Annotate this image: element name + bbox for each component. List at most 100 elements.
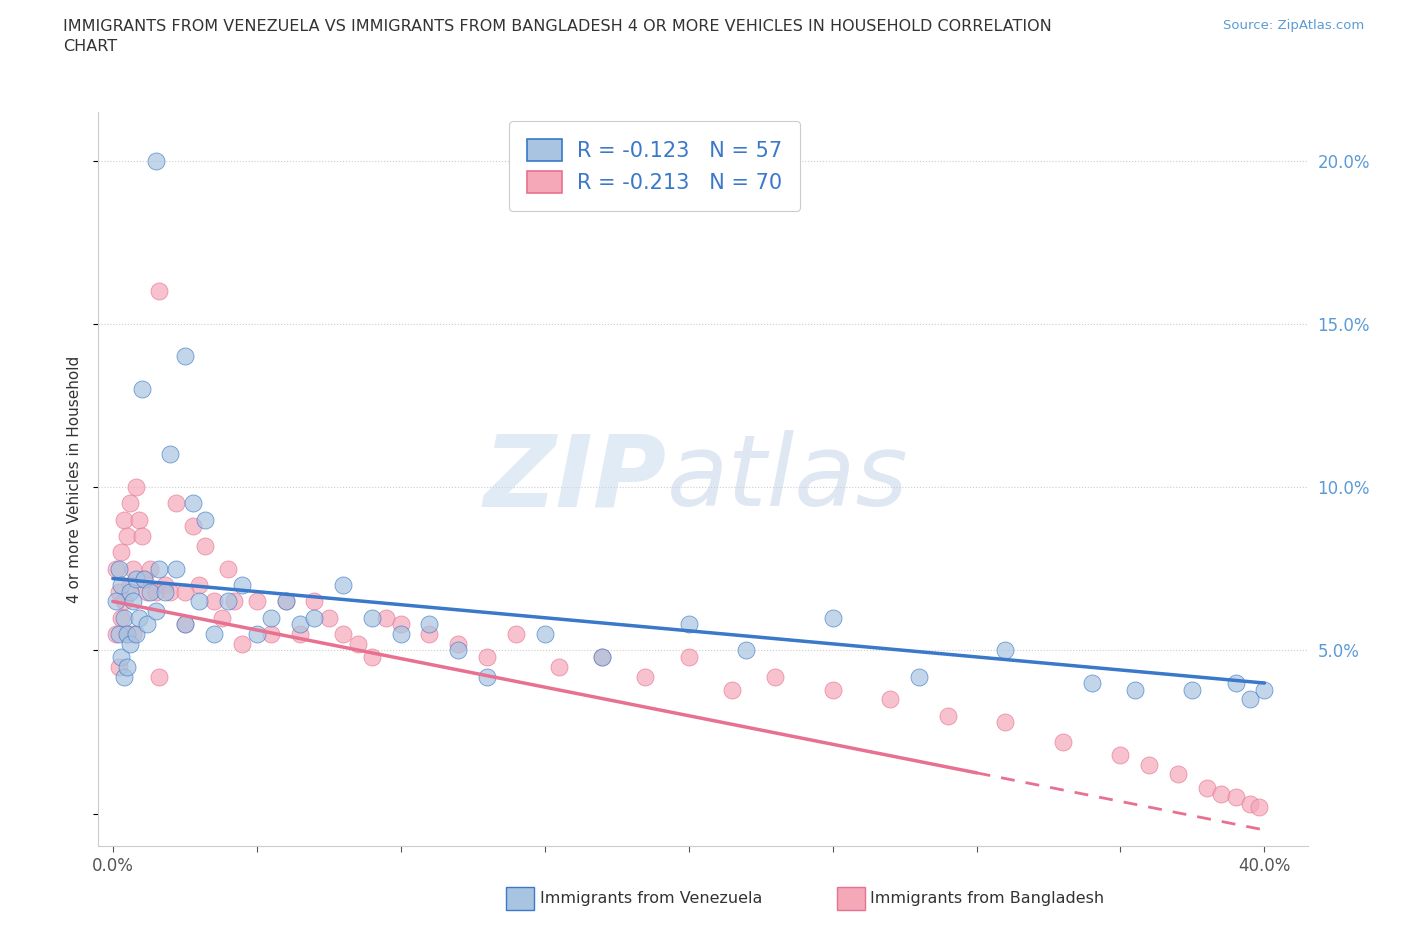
- Point: [115, 659, 138, 674]
- Point: [1211, 787, 1233, 802]
- Point: [173, 617, 195, 631]
- Point: [165, 496, 187, 511]
- Point: [115, 627, 138, 642]
- Point: [122, 594, 145, 609]
- Point: [304, 594, 326, 609]
- Point: [122, 627, 145, 642]
- Text: IMMIGRANTS FROM VENEZUELA VS IMMIGRANTS FROM BANGLADESH 4 OR MORE VEHICLES IN HO: IMMIGRANTS FROM VENEZUELA VS IMMIGRANTS …: [63, 19, 1052, 33]
- Point: [418, 617, 440, 631]
- Point: [447, 643, 470, 658]
- Point: [145, 584, 167, 599]
- Point: [153, 578, 176, 592]
- Text: CHART: CHART: [63, 39, 117, 54]
- Point: [153, 584, 176, 599]
- Point: [361, 649, 384, 664]
- Point: [136, 584, 159, 599]
- Point: [246, 594, 269, 609]
- Point: [361, 610, 384, 625]
- Point: [217, 594, 239, 609]
- Point: [1080, 675, 1102, 690]
- Point: [128, 610, 150, 625]
- Point: [145, 604, 167, 618]
- Point: [591, 649, 613, 664]
- Point: [274, 594, 297, 609]
- Point: [202, 627, 225, 642]
- Point: [122, 562, 145, 577]
- Point: [1181, 682, 1204, 697]
- Point: [139, 584, 162, 599]
- Point: [994, 643, 1017, 658]
- Point: [1109, 748, 1132, 763]
- Point: [165, 562, 187, 577]
- Point: [115, 627, 138, 642]
- Y-axis label: 4 or more Vehicles in Household: 4 or more Vehicles in Household: [67, 355, 83, 603]
- Point: [548, 659, 571, 674]
- Point: [148, 284, 170, 299]
- Point: [1239, 692, 1261, 707]
- Point: [145, 153, 167, 168]
- Point: [194, 538, 217, 553]
- Point: [260, 610, 283, 625]
- Point: [274, 594, 297, 609]
- Point: [763, 669, 786, 684]
- Point: [288, 627, 311, 642]
- Point: [533, 627, 555, 642]
- Point: [183, 519, 205, 534]
- Point: [110, 578, 132, 592]
- Point: [131, 381, 153, 396]
- Point: [104, 594, 127, 609]
- Point: [1225, 675, 1247, 690]
- Point: [1247, 800, 1270, 815]
- Point: [159, 447, 181, 462]
- Point: [720, 682, 742, 697]
- Point: [591, 649, 613, 664]
- Point: [389, 627, 412, 642]
- Point: [634, 669, 657, 684]
- Point: [304, 610, 326, 625]
- Point: [375, 610, 398, 625]
- Point: [112, 669, 135, 684]
- Point: [194, 512, 217, 527]
- Point: [1167, 767, 1189, 782]
- Point: [389, 617, 412, 631]
- Point: [134, 571, 156, 586]
- Point: [908, 669, 931, 684]
- Point: [222, 594, 245, 609]
- Point: [1225, 790, 1247, 804]
- Point: [1137, 757, 1160, 772]
- Point: [447, 636, 470, 651]
- Point: [107, 584, 129, 599]
- Point: [112, 594, 135, 609]
- Point: [125, 480, 148, 495]
- Point: [505, 627, 527, 642]
- Point: [879, 692, 901, 707]
- Point: [131, 528, 153, 543]
- Point: [821, 610, 844, 625]
- Legend: R = -0.123   N = 57, R = -0.213   N = 70: R = -0.123 N = 57, R = -0.213 N = 70: [509, 121, 800, 211]
- Point: [173, 584, 195, 599]
- Point: [148, 669, 170, 684]
- Point: [188, 578, 211, 592]
- Point: [110, 545, 132, 560]
- Point: [735, 643, 758, 658]
- Point: [120, 584, 142, 599]
- Point: [139, 562, 162, 577]
- Point: [148, 562, 170, 577]
- Point: [115, 528, 138, 543]
- Point: [475, 669, 498, 684]
- Point: [112, 610, 135, 625]
- Point: [211, 610, 233, 625]
- Point: [332, 578, 354, 592]
- Point: [260, 627, 283, 642]
- Point: [332, 627, 354, 642]
- Point: [288, 617, 311, 631]
- Point: [183, 496, 205, 511]
- Point: [125, 627, 148, 642]
- Point: [120, 578, 142, 592]
- Point: [821, 682, 844, 697]
- Point: [678, 649, 700, 664]
- Point: [1239, 796, 1261, 811]
- Point: [418, 627, 440, 642]
- Point: [202, 594, 225, 609]
- Text: Immigrants from Venezuela: Immigrants from Venezuela: [540, 891, 762, 906]
